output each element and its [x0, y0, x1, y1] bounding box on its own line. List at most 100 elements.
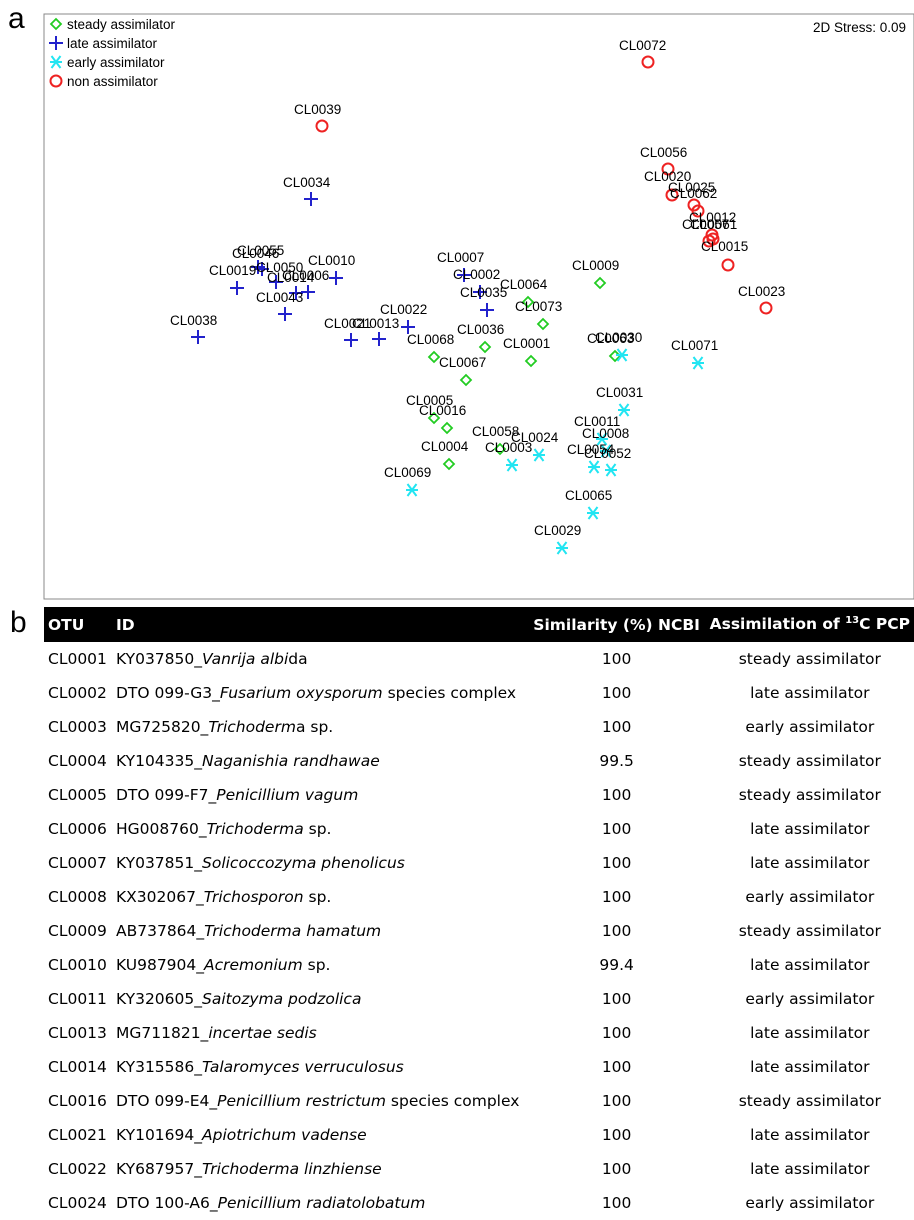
point-label: CL0056 [640, 145, 687, 160]
point-label: CL0052 [584, 446, 631, 461]
data-point-cl0067 [459, 373, 473, 387]
cell-accession: AB737864_ [116, 922, 205, 940]
nmds-scatter-plot: steady assimilator late assimilator early … [43, 13, 914, 600]
table-row: CL0006 HG008760_Trichoderma sp. 100 late as… [44, 812, 914, 846]
cell-otu: CL0024 [48, 1194, 107, 1212]
cell-accession: KX302067_ [116, 888, 204, 906]
cell-accession: DTO 099-E4_ [116, 1092, 218, 1110]
legend-entry: steady assimilator [67, 17, 176, 32]
cell-id: KX302067_Trichosporon sp. [112, 880, 528, 914]
cell-similarity: 100 [601, 922, 632, 940]
cell-species: Talaromyces verruculosus [202, 1058, 404, 1076]
cell-id: MG725820_Trichoderma sp. [112, 710, 528, 744]
panel-label-b: b [10, 606, 27, 639]
data-point-cl0072 [641, 55, 655, 69]
table-row: CL0003 MG725820_Trichoderma sp. 100 early a… [44, 710, 914, 744]
plot-frame [43, 13, 914, 600]
data-point-cl0043 [278, 307, 292, 321]
point-label: CL0057 [682, 217, 729, 232]
table-row: CL0013 MG711821_incertae sedis 100 late ass… [44, 1016, 914, 1050]
point-label: CL0004 [421, 439, 469, 454]
table-row: CL0002 DTO 099-G3_Fusarium oxysporum spec… [44, 676, 914, 710]
data-point-cl0068 [427, 350, 441, 364]
cell-otu: CL0006 [48, 820, 107, 838]
cell-id: KY037851_Solicoccozyma phenolicus [112, 846, 528, 880]
legend-entry: early assimilator [67, 55, 165, 70]
point-label: CL0071 [671, 338, 718, 353]
cell-species: Trichoderma linzhiense [202, 1160, 382, 1178]
cell-id: DTO 099-E4_Penicillium restrictum specie… [112, 1084, 528, 1118]
data-point-cl0036 [478, 340, 492, 354]
point-label: CL0012 [689, 210, 736, 225]
point-label: CL0036 [457, 322, 504, 337]
point-label: CL0021 [324, 316, 371, 331]
data-point-cl0038 [191, 330, 205, 344]
cell-accession: KY037851_ [116, 854, 202, 872]
header-similarity: Similarity (%) NCBI [533, 615, 700, 634]
cell-species: Solicoccozyma phenolicus [202, 854, 405, 872]
point-label: CL0050 [256, 260, 303, 275]
table-row: CL0011 KY320605_Saitozyma podzolica 100 ear… [44, 982, 914, 1016]
data-point-cl0050 [269, 275, 283, 289]
cell-id: DTO 100-A6_Penicillium radiatolobatum [112, 1186, 528, 1220]
header-assimilation: Assimilation of 13C PCP [706, 607, 914, 642]
point-label: CL0011 [574, 414, 620, 429]
cell-otu: CL0004 [48, 752, 107, 770]
point-label: CL0005 [406, 393, 453, 408]
data-point-cl0019 [230, 281, 244, 295]
data-point-cl0014 [289, 286, 303, 300]
data-point-cl0010 [329, 271, 343, 285]
cell-assimilation: early assimilator [745, 1194, 875, 1212]
cell-species: Penicillium vagum [216, 786, 359, 804]
data-point-cl0023 [759, 301, 773, 315]
cell-assimilation: steady assimilator [738, 752, 881, 770]
stress-label: 2D Stress: 0.09 [813, 20, 906, 35]
cell-otu: CL0021 [48, 1126, 107, 1144]
cell-assimilation: late assimilator [750, 1058, 870, 1076]
header-otu: OTU [48, 615, 85, 634]
cell-otu: CL0011 [48, 990, 107, 1008]
point-label: CL0019 [209, 263, 256, 278]
cell-assimilation: late assimilator [750, 820, 870, 838]
cell-similarity: 100 [601, 786, 632, 804]
data-point-cl0069 [406, 483, 418, 497]
cell-accession: MG711821_ [116, 1024, 209, 1042]
cell-similarity: 100 [601, 1160, 632, 1178]
table-header-row: OTU ID Similarity (%) NCBI Assimilation … [44, 607, 914, 642]
data-point-cl0031 [618, 403, 630, 417]
panel-label-a: a [8, 2, 25, 35]
cell-species-suffix: sp. [303, 820, 332, 838]
point-label: CL0029 [534, 523, 581, 538]
cell-assimilation: early assimilator [745, 990, 875, 1008]
cell-id: KY101694_Apiotrichum vadense [112, 1118, 528, 1152]
cell-species: Trichoderma hamatum [204, 922, 382, 940]
point-label: CL0065 [565, 488, 612, 503]
point-label: CL0034 [283, 175, 331, 190]
cell-id: MG711821_incertae sedis [112, 1016, 528, 1050]
point-label: CL0069 [384, 465, 431, 480]
data-point-cl0024 [533, 448, 545, 462]
point-label: CL0043 [256, 290, 303, 305]
point-label: CL0035 [460, 285, 507, 300]
cell-species: Trichoderm [208, 718, 296, 736]
cell-similarity: 100 [601, 650, 632, 668]
data-point-cl0055 [255, 262, 269, 276]
table-row: CL0009 AB737864_Trichoderma hamatum 100 ste… [44, 914, 914, 948]
cell-id: HG008760_Trichoderma sp. [112, 812, 528, 846]
header-id: ID [116, 615, 135, 634]
cell-accession: KY101694_ [116, 1126, 202, 1144]
point-label: CL0058 [472, 424, 519, 439]
cell-species-suffix: species complex [386, 1092, 520, 1110]
point-label: CL0064 [500, 277, 548, 292]
cell-species: Penicillium restrictum [217, 1092, 386, 1110]
point-label: CL0030 [595, 330, 642, 345]
point-label: CL0016 [419, 403, 466, 418]
cell-id: KY315586_Talaromyces verruculosus [112, 1050, 528, 1084]
cell-species-suffix: a sp. [295, 718, 334, 736]
table-row: CL0014 KY315586_Talaromyces verruculosus 1… [44, 1050, 914, 1084]
header-assim-sup: 13 [845, 615, 860, 627]
cell-assimilation: early assimilator [745, 888, 875, 906]
cell-species: Trichosporon [203, 888, 304, 906]
data-point-cl0003 [506, 458, 518, 472]
